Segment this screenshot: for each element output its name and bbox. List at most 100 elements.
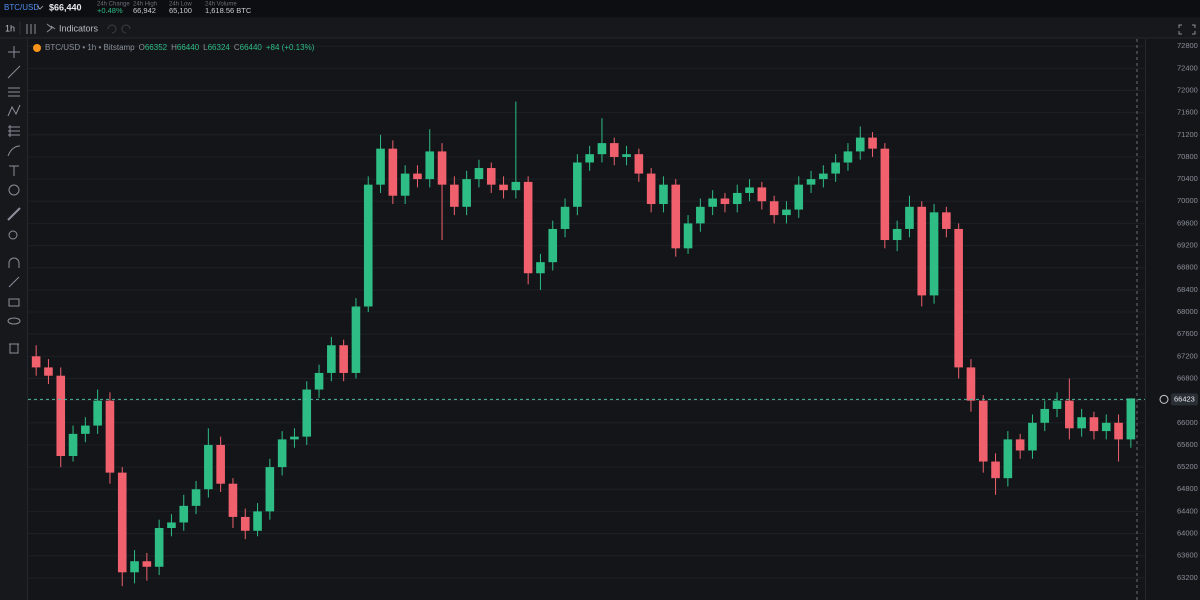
- indicators-button[interactable]: Indicators: [59, 23, 99, 33]
- legend-item: L: [203, 43, 208, 52]
- emoji-tool[interactable]: [8, 184, 20, 196]
- legend-item: +84 (+0.13%): [266, 43, 315, 52]
- candle-body: [597, 143, 607, 155]
- candle-body: [1003, 439, 1013, 479]
- candle-body: [363, 184, 373, 307]
- chart-type-button[interactable]: [26, 24, 36, 34]
- candle-body: [204, 444, 213, 490]
- candle-body: [154, 528, 164, 567]
- candle-body: [683, 223, 693, 249]
- y-tick-label: 66000: [1177, 418, 1198, 427]
- lock-draw-tool[interactable]: [8, 276, 20, 288]
- candle-body: [93, 400, 102, 426]
- interval[interactable]: 1h: [5, 23, 15, 33]
- text-tool[interactable]: [9, 165, 19, 176]
- symbol[interactable]: BTC/USD: [4, 3, 39, 12]
- lock-tool[interactable]: [8, 298, 20, 307]
- candle-body: [769, 201, 779, 216]
- brush-tool[interactable]: [7, 145, 21, 157]
- stat-label: 24h Change: [97, 2, 130, 8]
- candle-body: [265, 467, 275, 512]
- stat-value: 1,618.56 BTC: [205, 6, 252, 15]
- legend-item: H: [171, 43, 177, 52]
- candle-body: [855, 137, 865, 152]
- y-tick-label: 64800: [1177, 484, 1198, 493]
- candle-body: [991, 461, 1000, 479]
- magnet-tool[interactable]: [8, 257, 20, 268]
- candle-body: [1015, 439, 1025, 451]
- legend-item: O: [139, 43, 145, 52]
- candle-body: [609, 143, 619, 157]
- price-alert-button[interactable]: [1159, 394, 1169, 404]
- candle-body: [302, 389, 312, 437]
- y-tick-label: 65200: [1177, 462, 1198, 471]
- candle-body: [314, 372, 324, 390]
- candle-body: [634, 154, 644, 174]
- candle-body: [240, 516, 250, 531]
- pattern-tool[interactable]: [7, 104, 21, 117]
- candle-body: [806, 179, 816, 185]
- legend-item: C: [234, 43, 240, 52]
- candle-body: [437, 151, 447, 185]
- y-tick-label: 69600: [1177, 218, 1198, 227]
- candle-body: [44, 367, 53, 376]
- undo-redo[interactable]: [107, 24, 131, 34]
- candle-body: [794, 184, 804, 210]
- candle-body: [1114, 422, 1123, 440]
- y-tick-label: 63600: [1177, 551, 1198, 560]
- delete-tool[interactable]: [9, 343, 19, 354]
- candle-body: [400, 173, 410, 196]
- candle-body: [1077, 417, 1086, 429]
- zoom-tool[interactable]: [8, 230, 18, 240]
- candle-body: [671, 184, 681, 249]
- ruler-tool[interactable]: [7, 207, 21, 221]
- candle-body: [499, 184, 508, 191]
- indicators-icon[interactable]: [46, 23, 56, 33]
- candle-body: [68, 433, 78, 457]
- candle-body: [942, 212, 951, 229]
- candle-body: [720, 198, 730, 205]
- candle-body: [622, 154, 631, 157]
- candle-body: [462, 179, 471, 207]
- y-tick-label: 66800: [1177, 373, 1198, 382]
- candle-body: [130, 561, 139, 573]
- price: $66,440: [49, 2, 82, 12]
- y-tick-label: 71600: [1177, 108, 1198, 117]
- legend-item: 66352: [145, 43, 168, 52]
- y-tick-label: 64000: [1177, 529, 1198, 538]
- candle-body: [253, 511, 262, 531]
- y-tick-label: 67600: [1177, 329, 1198, 338]
- stat-value: 66,942: [133, 6, 156, 15]
- fib-tool[interactable]: [8, 87, 20, 97]
- y-tick-label: 69200: [1177, 241, 1198, 250]
- trendline-tool[interactable]: [7, 65, 21, 79]
- candle-body: [1028, 422, 1037, 451]
- fullscreen-button[interactable]: [1178, 24, 1196, 35]
- candle-body: [1126, 398, 1136, 440]
- candle-body: [81, 425, 90, 434]
- candle-body: [277, 439, 287, 468]
- candle-body: [708, 198, 717, 207]
- legend-item: 66440: [240, 43, 263, 52]
- candle-body: [413, 173, 422, 180]
- y-tick-label: 68400: [1177, 285, 1198, 294]
- y-tick-label: 70000: [1177, 196, 1198, 205]
- candle-body: [228, 483, 238, 517]
- crosshair-tool[interactable]: [8, 46, 20, 58]
- y-tick-label: 65600: [1177, 440, 1198, 449]
- candle-body: [978, 400, 988, 462]
- candle-body: [819, 173, 828, 180]
- candle-body: [474, 168, 484, 180]
- projection-tool[interactable]: [8, 125, 20, 137]
- candle-body: [1065, 400, 1074, 429]
- candle-body: [191, 489, 201, 506]
- visibility-tool[interactable]: [7, 317, 21, 325]
- header-bar: [0, 0, 1200, 17]
- candle-body: [782, 209, 791, 216]
- drawing-tools: [7, 46, 21, 354]
- candle-body: [573, 162, 582, 207]
- last-price-box: [1171, 393, 1198, 406]
- symbol-dropdown[interactable]: [36, 5, 44, 10]
- y-tick-label: 71200: [1177, 130, 1198, 139]
